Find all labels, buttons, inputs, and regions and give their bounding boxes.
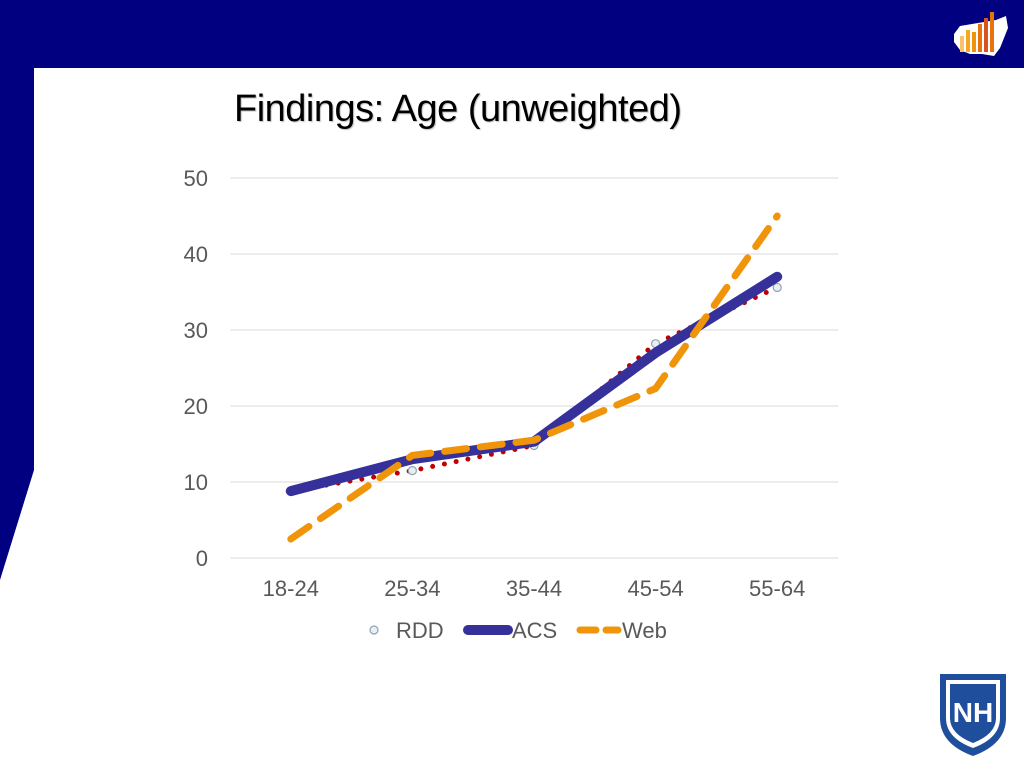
us-map-bar-chart-icon (954, 12, 1008, 56)
series-line-web (287, 212, 781, 543)
x-tick-label: 18-24 (263, 576, 319, 601)
x-tick-label: 55-64 (749, 576, 805, 601)
unh-shield-icon: NH (940, 674, 1006, 756)
legend-label: ACS (512, 618, 557, 643)
header-band (0, 0, 1024, 68)
y-axis-ticks: 0 10 20 30 40 50 (184, 166, 208, 571)
unh-logo-text: NH (953, 697, 993, 728)
y-tick-label: 20 (184, 394, 208, 419)
y-tick-label: 30 (184, 318, 208, 343)
x-tick-label: 25-34 (384, 576, 440, 601)
y-tick-label: 50 (184, 166, 208, 191)
x-axis-ticks: 18-24 25-34 35-44 45-54 55-64 (263, 576, 806, 601)
chart-legend: RDD ACS Web (369, 618, 667, 643)
x-tick-label: 45-54 (627, 576, 683, 601)
legend-label: RDD (396, 618, 444, 643)
y-tick-label: 10 (184, 470, 208, 495)
legend-label: Web (622, 618, 667, 643)
legend-item-acs: ACS (463, 618, 557, 643)
chart-series (285, 212, 783, 543)
data-point-rdd (407, 466, 417, 476)
y-tick-label: 40 (184, 242, 208, 267)
legend-item-rdd: RDD (369, 618, 444, 643)
left-accent (0, 470, 34, 580)
data-point-rdd (772, 282, 782, 293)
x-tick-label: 35-44 (506, 576, 562, 601)
slide-title: Findings: Age (unweighted) (234, 88, 682, 130)
series-line-rdd (288, 284, 780, 494)
y-tick-label: 0 (196, 546, 208, 571)
legend-swatch-rdd (369, 625, 379, 635)
left-band (0, 0, 34, 470)
chart-gridlines (230, 177, 838, 559)
legend-item-web: Web (576, 618, 667, 643)
series-line-acs (285, 271, 783, 497)
